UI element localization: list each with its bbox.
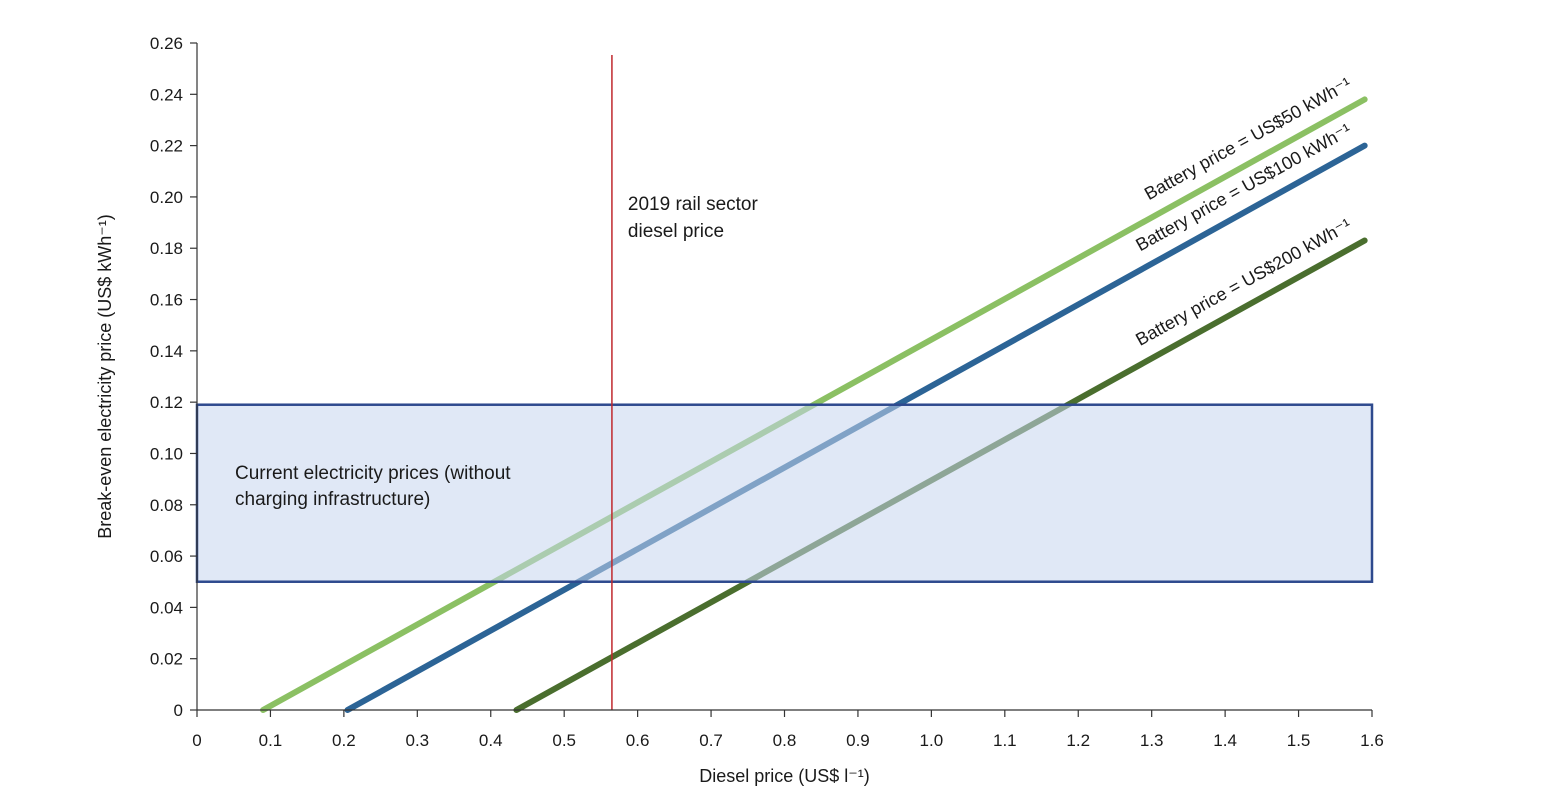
y-tick-label: 0.12	[150, 393, 183, 412]
y-ticks: 0 0.02 0.04 0.06 0.08 0.10 0.12 0.14 0.16 0.18 0.2…	[150, 34, 197, 720]
x-tick-label: 0	[192, 731, 201, 750]
y-tick-label: 0.26	[150, 34, 183, 53]
y-tick-label: 0.16	[150, 291, 183, 310]
y-tick-label: 0.06	[150, 547, 183, 566]
x-ticks: 0 0.1 0.2 0.3 0.4 0.5 0.6 0.7 0.8 0.9 1.0 1.1 1.2 1.3…	[192, 710, 1384, 750]
electricity-price-band	[195, 403, 1374, 583]
x-tick-label: 1.2	[1066, 731, 1090, 750]
x-tick-label: 0.6	[626, 731, 650, 750]
axes	[196, 43, 1372, 711]
x-tick-label: 1.1	[993, 731, 1017, 750]
y-tick-label: 0.10	[150, 444, 183, 463]
diesel-price-annotation-line-1: 2019 rail sector	[628, 194, 759, 215]
y-tick-label: 0.24	[150, 85, 183, 104]
y-tick-label: 0.22	[150, 137, 183, 156]
x-tick-label: 0.8	[773, 731, 797, 750]
y-tick-label: 0.04	[150, 598, 183, 617]
y-tick-label: 0.08	[150, 496, 183, 515]
x-tick-label: 1.3	[1140, 731, 1164, 750]
x-tick-label: 1.5	[1287, 731, 1311, 750]
x-tick-label: 0.3	[405, 731, 429, 750]
x-tick-label: 1.4	[1213, 731, 1237, 750]
x-tick-label: 0.9	[846, 731, 870, 750]
x-tick-label: 0.2	[332, 731, 356, 750]
y-tick-label: 0.20	[150, 188, 183, 207]
y-axis-title: Break-even electricity price (US$ kWh⁻¹)	[95, 214, 115, 539]
diesel-price-annotation: 2019 rail sector diesel price	[628, 194, 763, 242]
x-tick-label: 0.7	[699, 731, 723, 750]
electricity-band-annotation-line-2: charging infrastructure)	[235, 489, 430, 510]
y-tick-label: 0.02	[150, 650, 183, 669]
y-tick-label: 0.18	[150, 239, 183, 258]
x-tick-label: 0.5	[552, 731, 576, 750]
y-tick-label: 0	[174, 701, 183, 720]
electricity-band-annotation: Current electricity prices (without char…	[235, 463, 516, 510]
x-tick-label: 1.0	[920, 731, 944, 750]
electricity-band-annotation-line-1: Current electricity prices (without	[235, 463, 511, 484]
x-tick-label: 0.4	[479, 731, 503, 750]
x-tick-label: 1.6	[1360, 731, 1384, 750]
y-tick-label: 0.14	[150, 342, 183, 361]
x-tick-label: 0.1	[259, 731, 283, 750]
diesel-price-annotation-line-2: diesel price	[628, 221, 724, 242]
x-axis-title: Diesel price (US$ l⁻¹)	[699, 766, 870, 786]
